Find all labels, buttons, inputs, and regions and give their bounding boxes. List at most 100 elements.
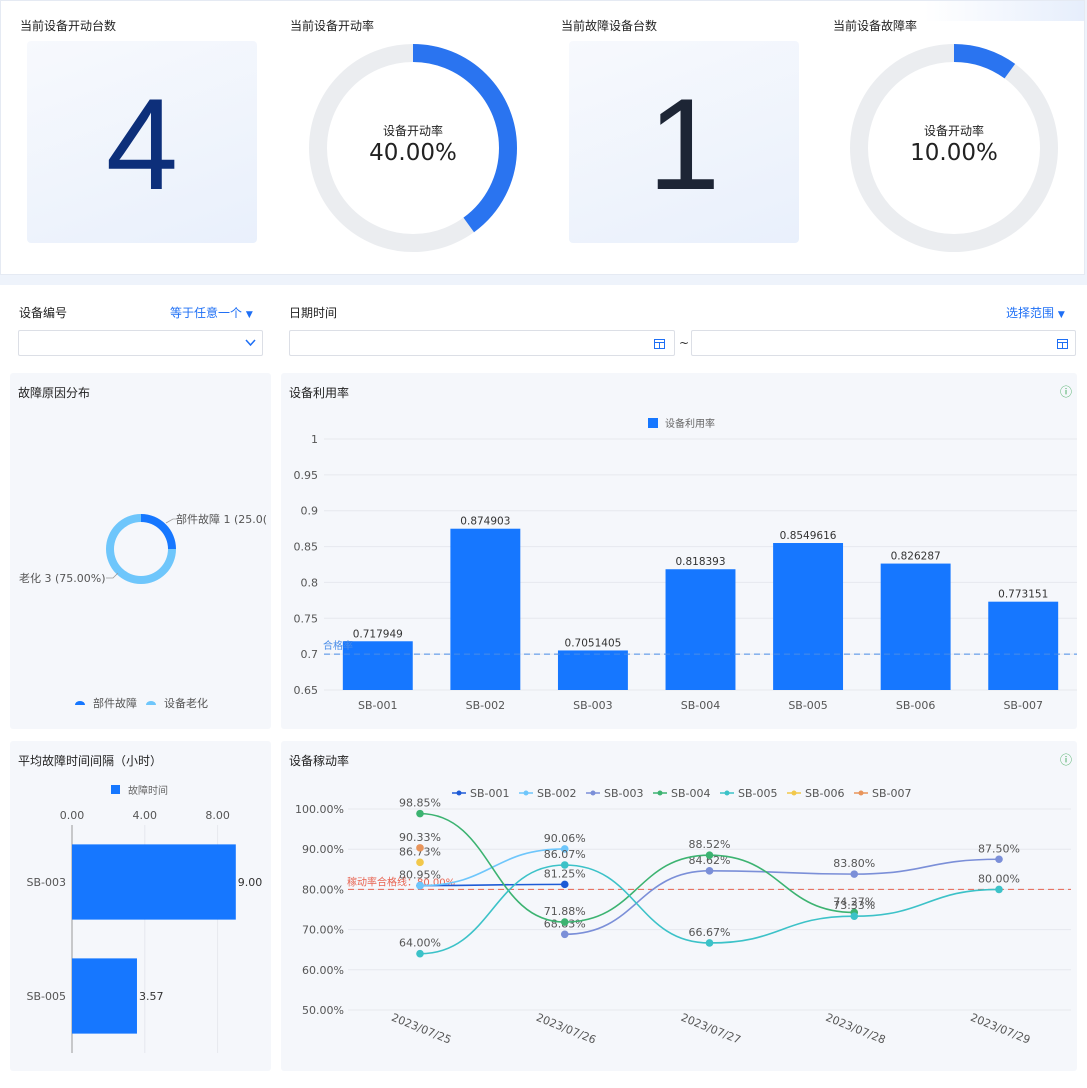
legend-label: SB-005 (738, 787, 778, 800)
date-filter-label: 日期时间 (289, 306, 338, 320)
end-date-input[interactable] (691, 330, 1076, 356)
data-label: 84.62% (689, 854, 731, 867)
series-line (564, 858, 1000, 936)
calendar-icon (654, 339, 665, 349)
x-tick-label: SB-007 (1003, 699, 1043, 712)
legend-label: SB-004 (671, 787, 711, 800)
fault-rate-title: 设备开动率 (923, 124, 984, 138)
legend-label: 故障时间 (128, 784, 168, 797)
fault-rate-label: 当前设备故障率 (833, 19, 918, 33)
data-point (995, 855, 1003, 864)
data-label: 64.00% (399, 937, 441, 950)
bar-value-label: 0.8549616 (780, 530, 837, 542)
data-point (560, 845, 569, 853)
bar (342, 641, 413, 690)
device-select[interactable] (18, 330, 263, 356)
y-tick-label: 0.7 (301, 648, 319, 661)
legend-label: SB-002 (537, 787, 577, 800)
data-point (560, 930, 569, 939)
bar (773, 543, 844, 690)
fault-count-box: 1 (569, 41, 799, 243)
utilization-title: 设备利用率 (289, 386, 350, 400)
bar (72, 958, 137, 1034)
info-icon[interactable]: ⓘ (1060, 385, 1073, 399)
pie-label: 老化 3 (75.00%) (19, 571, 106, 585)
mobility-panel: 设备稼动率 ⓘ SB-001 SB-002 SB-003 SB-004 SB-005 SB… (281, 741, 1077, 1071)
mobility-title: 设备稼动率 (289, 754, 350, 768)
device-filter-mode-text: 等于任意一个 (170, 306, 243, 320)
legend-marker (858, 790, 864, 796)
bar (665, 569, 736, 690)
fault-rate-value: 10.00% (910, 140, 998, 166)
data-point (705, 939, 714, 947)
bar-value-label: 0.717949 (353, 628, 403, 640)
data-point (705, 851, 714, 859)
y-tick-label: 80.00% (302, 883, 344, 896)
legend-marker (456, 790, 462, 796)
x-tick-label: 0.00 (60, 809, 85, 822)
y-tick-label: 70.00% (302, 924, 344, 937)
data-label: 66.67% (689, 926, 731, 939)
series-line (419, 883, 565, 887)
data-label: 88.52% (689, 838, 731, 851)
bar-value-label: 3.57 (139, 990, 164, 1003)
pie-label-line (165, 518, 178, 524)
mobility-chart: SB-001 SB-002 SB-003 SB-004 SB-005 SB-006 SB-0… (295, 787, 1071, 1047)
x-tick-label: SB-004 (681, 699, 721, 712)
legend-label: SB-001 (470, 787, 510, 800)
data-label: 71.88% (544, 905, 586, 918)
y-tick-label: 90.00% (302, 843, 344, 856)
y-tick-label: 0.9 (301, 505, 319, 518)
device-filter-mode[interactable]: 等于任意一个 ▼ (170, 304, 253, 321)
info-icon[interactable]: ⓘ (1060, 753, 1073, 767)
calendar-icon (1057, 339, 1068, 349)
gauge-fill (309, 44, 517, 252)
pie-label-line (106, 572, 119, 579)
data-point (416, 881, 424, 890)
bar-value-label: 0.773151 (998, 589, 1048, 601)
legend-label: SB-007 (872, 787, 912, 800)
y-tick-label: 100.00% (295, 803, 344, 816)
x-tick-label: SB-006 (896, 699, 936, 712)
legend-label: 设备利用率 (665, 417, 715, 430)
legend-label: 设备老化 (164, 696, 208, 710)
fault-reason-title: 故障原因分布 (18, 386, 91, 400)
utilization-panel: 设备利用率 ⓘ 设备利用率 0.65 0.7 0.75 0.8 0.85 0.9 0.95 1 0… (281, 373, 1077, 729)
data-point (995, 885, 1003, 894)
date-filter-mode-text: 选择范围 (1006, 306, 1055, 320)
y-tick-label: SB-005 (27, 990, 67, 1003)
bar-value-label: 0.826287 (891, 551, 941, 563)
start-date-input[interactable] (289, 330, 675, 356)
device-filter-label: 设备编号 (19, 306, 68, 320)
fault-rate-gauge (850, 44, 1058, 252)
running-count-label: 当前设备开动台数 (20, 19, 117, 33)
data-label: 80.95% (399, 869, 441, 882)
legend-label: SB-003 (604, 787, 644, 800)
x-tick-label: SB-001 (358, 699, 398, 712)
data-label: 83.80% (833, 857, 875, 870)
x-tick-label: 2023/07/26 (534, 1011, 598, 1047)
data-label: 81.25% (544, 867, 586, 880)
running-count-box: 4 (27, 41, 257, 243)
data-point (416, 809, 424, 818)
running-rate-value: 40.00% (369, 140, 457, 166)
utilization-chart: 设备利用率 0.65 0.7 0.75 0.8 0.85 0.9 0.95 1 0.717949 S… (294, 417, 1077, 712)
chevron-down-icon (245, 339, 256, 347)
y-tick-label: 0.8 (301, 576, 319, 589)
caret-down-icon: ▼ (1057, 310, 1065, 320)
data-label: 86.73% (399, 845, 441, 858)
data-point (560, 861, 569, 869)
data-point (850, 912, 859, 921)
bar (880, 563, 951, 690)
data-label: 73.33% (833, 899, 875, 912)
legend-label: 部件故障 (93, 696, 137, 710)
card-glow (924, 1, 1084, 21)
legend-label: SB-006 (805, 787, 845, 800)
mtbf-title: 平均故障时间间隔（小时） (18, 754, 163, 768)
y-tick-label: 1 (311, 433, 318, 446)
x-tick-label: 2023/07/28 (824, 1011, 888, 1047)
y-tick-label: 60.00% (302, 964, 344, 977)
data-label: 90.06% (544, 832, 586, 845)
date-filter-mode[interactable]: 选择范围 ▼ (1006, 304, 1065, 321)
data-label: 87.50% (978, 842, 1020, 855)
